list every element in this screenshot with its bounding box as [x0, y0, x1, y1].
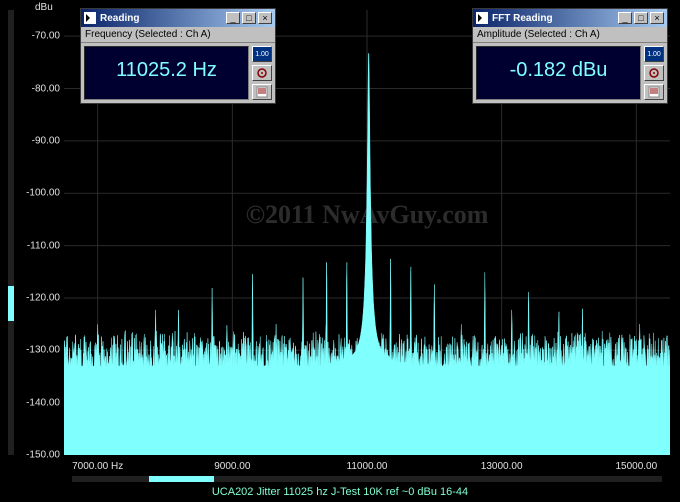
y-cursor-track [8, 10, 14, 455]
y-cursor-thumb[interactable] [8, 286, 14, 322]
target-icon[interactable] [252, 65, 272, 81]
y-tick-label: -130.00 [10, 345, 60, 356]
x-scroll-thumb[interactable] [149, 476, 214, 482]
reading-title: Reading [100, 13, 224, 24]
fft-side-toolbar: 1.00 [644, 46, 664, 100]
window-icon [476, 12, 488, 24]
log-icon[interactable] [644, 84, 664, 100]
y-tick-label: -140.00 [10, 397, 60, 408]
x-tick-label: 15000.00 [615, 461, 657, 472]
y-tick-label: -100.00 [10, 188, 60, 199]
y-tick-label: -110.00 [10, 240, 60, 251]
target-icon[interactable] [644, 65, 664, 81]
window-icon [84, 12, 96, 24]
y-tick-label: -70.00 [10, 31, 60, 42]
close-button[interactable]: × [650, 12, 664, 24]
x-tick-label: 13000.00 [481, 461, 523, 472]
y-tick-label: -90.00 [10, 135, 60, 146]
fft-reading-window: FFT Reading _ □ × Amplitude (Selected : … [472, 8, 668, 104]
chart-title: UCA202 Jitter 11025 hz J-Test 10K ref ~0… [0, 486, 680, 498]
log-icon[interactable] [252, 84, 272, 100]
minimize-button[interactable]: _ [618, 12, 632, 24]
reading-side-toolbar: 1.00 [252, 46, 272, 100]
fft-title: FFT Reading [492, 13, 616, 24]
precision-button[interactable]: 1.00 [252, 46, 272, 62]
y-tick-label: -80.00 [10, 83, 60, 94]
reading-titlebar[interactable]: Reading _ □ × [81, 9, 275, 27]
y-tick-label: -120.00 [10, 292, 60, 303]
x-tick-label: 7000.00 Hz [72, 461, 123, 472]
x-tick-label: 9000.00 [214, 461, 250, 472]
minimize-button[interactable]: _ [226, 12, 240, 24]
x-scroll-track [72, 476, 662, 482]
fft-subheader: Amplitude (Selected : Ch A) [473, 27, 667, 43]
reading-value: 11025.2 Hz [84, 46, 249, 100]
reading-window: Reading _ □ × Frequency (Selected : Ch A… [80, 8, 276, 104]
fft-titlebar[interactable]: FFT Reading _ □ × [473, 9, 667, 27]
y-axis-unit: dBu [35, 2, 53, 13]
precision-button[interactable]: 1.00 [644, 46, 664, 62]
fft-value: -0.182 dBu [476, 46, 641, 100]
reading-subheader: Frequency (Selected : Ch A) [81, 27, 275, 43]
maximize-button[interactable]: □ [634, 12, 648, 24]
y-tick-label: -150.00 [10, 450, 60, 461]
close-button[interactable]: × [258, 12, 272, 24]
x-tick-label: 11000.00 [347, 461, 388, 472]
maximize-button[interactable]: □ [242, 12, 256, 24]
